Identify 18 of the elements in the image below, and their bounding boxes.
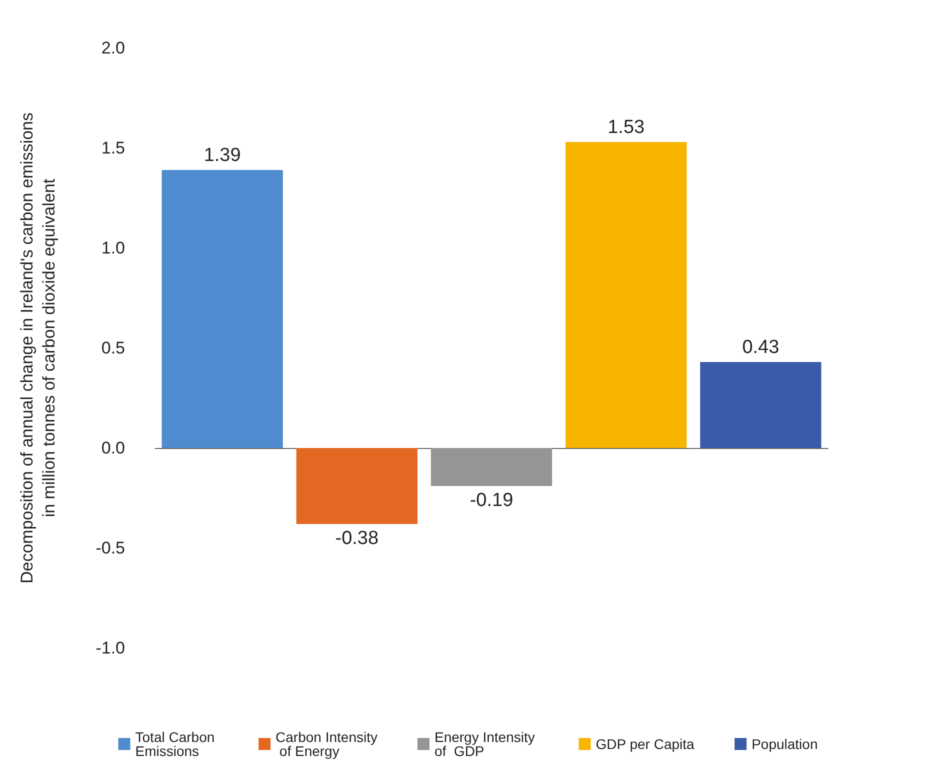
- legend-label: GDP per Capita: [596, 736, 695, 752]
- data-label: 1.53: [608, 117, 645, 138]
- legend-label: Population: [752, 736, 818, 752]
- legend-label: Total Carbon Emissions: [135, 729, 219, 759]
- legend-label: Energy Intensity of GDP: [434, 729, 539, 759]
- y-tick-label: 2.0: [101, 38, 125, 58]
- y-tick-label: 1.5: [101, 138, 125, 158]
- data-label: 1.39: [204, 145, 241, 166]
- data-label: -0.38: [335, 528, 379, 549]
- y-tick-label: 0.5: [101, 338, 125, 358]
- y-tick-label: -1.0: [96, 638, 125, 658]
- y-tick-label: -0.5: [96, 538, 125, 558]
- legend-label: Carbon Intensity of Energy: [276, 729, 378, 759]
- y-tick-label: 0.0: [101, 438, 125, 458]
- y-axis-title: Decomposition of annual change in Ireland's carbon emissions in million tonnes of carbon dioxide equivalent: [18, 112, 58, 584]
- y-tick-label: 1.0: [101, 238, 125, 258]
- data-label: -0.19: [470, 490, 514, 511]
- data-label: 0.43: [742, 337, 780, 358]
